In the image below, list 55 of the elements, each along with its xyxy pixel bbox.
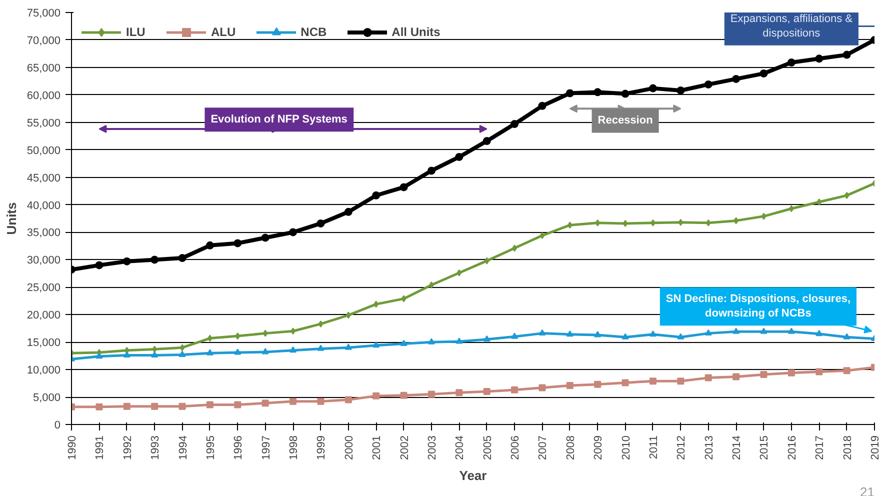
x-tick-label: 1998 <box>288 435 300 460</box>
x-tick-label: 1995 <box>204 435 217 460</box>
x-tick-label: 2015 <box>758 435 771 460</box>
x-tick-label: 2012 <box>676 435 688 460</box>
x-tick-label: 2000 <box>343 435 356 460</box>
y-tick-label: 45,000 <box>26 172 61 184</box>
y-tick-label: 10,000 <box>26 364 61 377</box>
y-tick-label: 30,000 <box>26 254 61 267</box>
legend-label: All Units <box>392 25 440 39</box>
x-tick-label: 2004 <box>454 435 466 460</box>
y-tick-label: 35,000 <box>26 227 61 240</box>
y-tick-label: 0 <box>54 420 61 432</box>
y-tick-label: 20,000 <box>26 310 61 322</box>
x-tick-label: 1999 <box>316 435 328 460</box>
y-tick-label: 65,000 <box>26 62 61 74</box>
x-tick-label: 2017 <box>814 435 826 460</box>
annotation: Evolution of NFP Systems <box>210 114 348 126</box>
x-tick-label: 2019 <box>870 435 882 460</box>
x-tick-label: 2011 <box>648 436 660 460</box>
legend-label: ILU <box>126 25 146 39</box>
x-tick-label: 2006 <box>510 435 522 460</box>
x-tick-label: 2003 <box>426 435 438 460</box>
x-tick-label: 1992 <box>122 435 134 460</box>
x-tick-label: 1997 <box>260 435 272 460</box>
x-tick-label: 1994 <box>177 435 190 460</box>
annotation: SN Decline: Dispositions, closures, downsizing of NCBs <box>666 293 851 320</box>
y-tick-label: 50,000 <box>26 144 61 157</box>
x-tick-label: 2010 <box>620 435 632 460</box>
x-tick-label: 1990 <box>66 435 78 460</box>
y-tick-label: 40,000 <box>26 200 61 212</box>
y-tick-label: 70,000 <box>26 34 61 47</box>
x-tick-label: 1991 <box>94 435 106 460</box>
y-tick-label: 60,000 <box>26 90 61 102</box>
x-tick-label: 2005 <box>482 435 494 460</box>
y-axis-title: Units <box>4 202 19 235</box>
y-tick-label: 75,000 <box>26 8 61 20</box>
x-tick-label: 2001 <box>371 435 384 460</box>
x-tick-label: 2016 <box>786 435 798 460</box>
y-tick-label: 25,000 <box>26 282 61 294</box>
legend-label: ALU <box>211 25 236 39</box>
x-axis-title: Year <box>459 468 487 483</box>
x-tick-label: 2007 <box>537 435 550 460</box>
x-tick-label: 2009 <box>592 435 605 460</box>
x-tick-label: 1993 <box>150 435 162 460</box>
y-tick-label: 55,000 <box>26 117 61 130</box>
x-tick-label: 2014 <box>731 435 744 460</box>
x-tick-label: 2013 <box>703 435 716 460</box>
x-tick-label: 1996 <box>232 435 245 460</box>
legend-label: NCB <box>300 25 327 39</box>
x-tick-label: 2008 <box>564 435 577 460</box>
y-tick-label: 5,000 <box>32 392 61 404</box>
x-tick-label: 2018 <box>842 435 854 460</box>
x-tick-label: 2002 <box>398 435 411 460</box>
annotation: Recession <box>598 114 654 127</box>
y-tick-label: 15,000 <box>26 337 61 350</box>
